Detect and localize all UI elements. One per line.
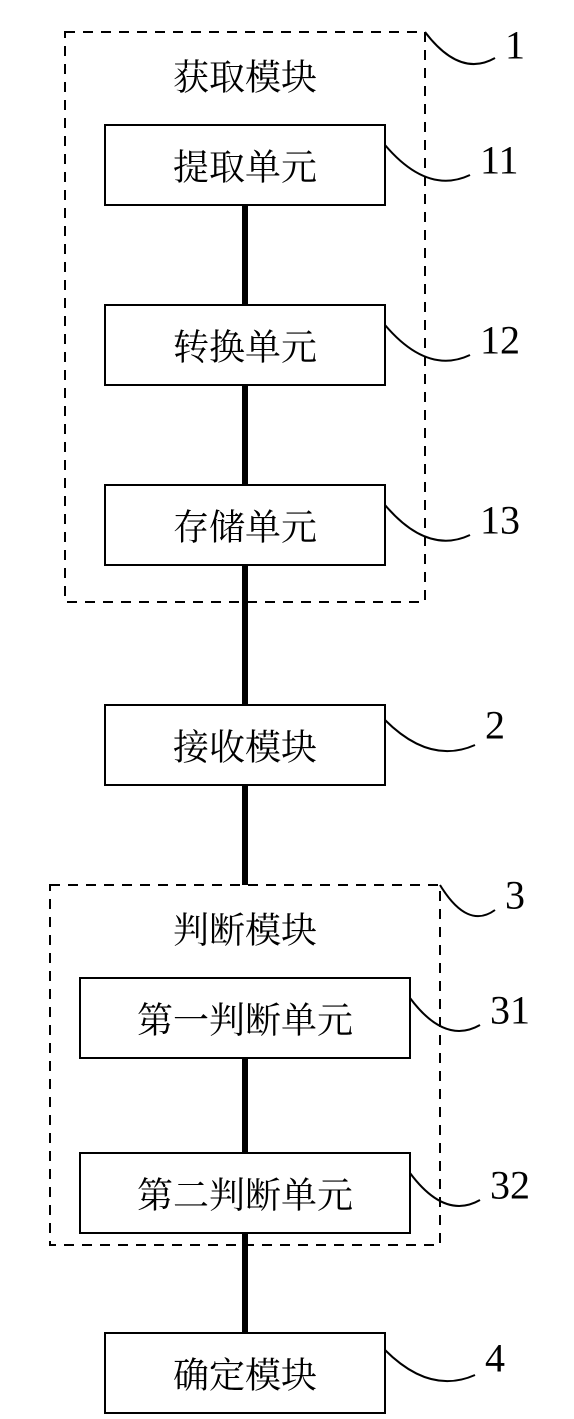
module-3-title: 判断模块 bbox=[173, 903, 317, 954]
unit-31-text: 第一判断单元 bbox=[137, 993, 353, 1044]
node-4-label: 4 bbox=[485, 1336, 505, 1381]
module-1-title: 获取模块 bbox=[173, 50, 317, 101]
unit-11-label: 11 bbox=[480, 138, 519, 183]
node-4-text: 确定模块 bbox=[173, 1348, 317, 1399]
node-2-text: 接收模块 bbox=[173, 720, 317, 771]
unit-32-label: 32 bbox=[490, 1163, 530, 1208]
unit-32-text: 第二判断单元 bbox=[137, 1168, 353, 1219]
unit-12-label: 12 bbox=[480, 318, 520, 363]
unit-13-label: 13 bbox=[480, 498, 520, 543]
module-3-label: 3 bbox=[505, 873, 525, 918]
flowchart-diagram: 获取模块 提取单元 转换单元 存储单元 接收模块 判断模块 第一判断单元 第二判… bbox=[0, 0, 574, 1419]
node-2-label: 2 bbox=[485, 703, 505, 748]
unit-31-label: 31 bbox=[490, 988, 530, 1033]
unit-13-text: 存储单元 bbox=[173, 500, 317, 551]
unit-12-text: 转换单元 bbox=[173, 320, 317, 371]
unit-11-text: 提取单元 bbox=[173, 140, 317, 191]
module-1-label: 1 bbox=[505, 23, 525, 68]
leader-lines bbox=[385, 32, 495, 1381]
